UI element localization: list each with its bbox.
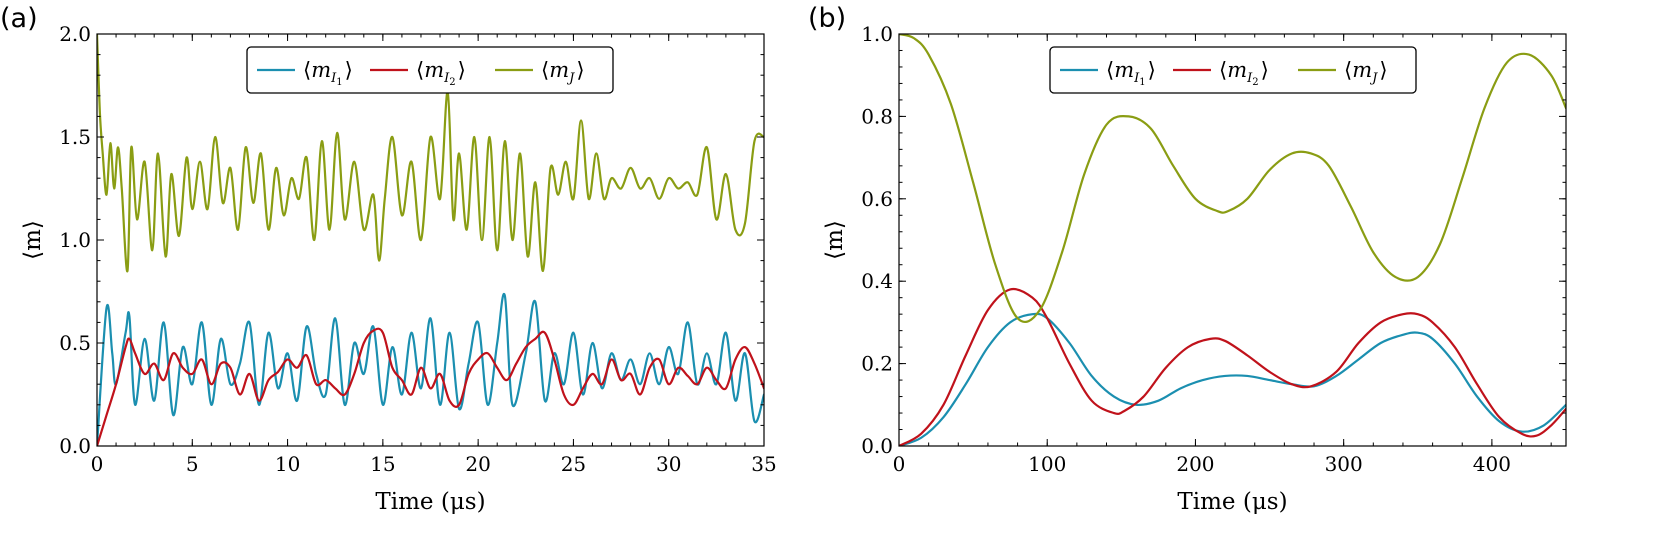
series-line-2 [97, 327, 764, 446]
x-tick-label: 400 [1473, 452, 1511, 476]
series-line-3 [97, 34, 764, 273]
legend-label-1: ⟨mI1⟩ [303, 58, 353, 88]
x-tick-label: 15 [370, 452, 395, 476]
y-axis-title: ⟨m⟩ [822, 220, 848, 260]
plot-frame [898, 33, 1567, 447]
legend: ⟨mI1⟩ ⟨mI2⟩ ⟨mJ⟩ [246, 46, 614, 94]
plot-frame [96, 33, 765, 447]
legend-box [1049, 46, 1417, 94]
y-tick-label: 0.0 [861, 434, 893, 458]
y-tick-label: 0.2 [861, 352, 893, 376]
panel-b: (b) 0 100 200 300 400 0.0 0.2 0.4 0.6 0.8 1.0 Time (… [808, 3, 1567, 515]
y-tick-label: 0.4 [861, 269, 893, 293]
x-tick-label: 300 [1325, 452, 1363, 476]
panel-label: (a) [0, 3, 38, 34]
y-tick-label: 1.0 [59, 228, 91, 252]
legend: ⟨mI1⟩ ⟨mI2⟩ ⟨mJ⟩ [1049, 46, 1417, 94]
legend-box [246, 46, 614, 94]
y-tick-label: 0.0 [59, 434, 91, 458]
x-tick-label: 20 [465, 452, 490, 476]
x-tick-label: 30 [656, 452, 681, 476]
series-line-2 [899, 287, 1566, 446]
y-axis-title: ⟨m⟩ [20, 220, 46, 260]
legend-label-1: ⟨mI1⟩ [1106, 58, 1156, 88]
legend-label-2: ⟨mI2⟩ [416, 58, 466, 88]
legend-label-3: ⟨mJ⟩ [1344, 58, 1388, 86]
y-tick-label: 0.5 [59, 331, 91, 355]
panel-a: (a) 0 5 10 15 20 25 30 35 0.0 0.5 1.0 1.5 2.0 Time (μs… [0, 3, 777, 515]
plot-area [899, 34, 1566, 446]
y-tick-label: 2.0 [59, 22, 91, 46]
x-axis-title: Time (μs) [375, 489, 485, 515]
x-tick-label: 200 [1176, 452, 1214, 476]
legend-label-2: ⟨mI2⟩ [1219, 58, 1269, 88]
plot-area [97, 34, 764, 446]
x-tick-label: 0 [893, 452, 906, 476]
y-tick-label: 0.8 [861, 104, 893, 128]
x-axis-title: Time (μs) [1177, 489, 1287, 515]
x-tick-label: 0 [91, 452, 104, 476]
panel-label: (b) [808, 3, 846, 34]
series-line-3 [899, 34, 1566, 323]
x-tick-label: 25 [561, 452, 586, 476]
x-tick-label: 100 [1028, 452, 1066, 476]
x-tick-label: 35 [751, 452, 776, 476]
series-line-1 [899, 312, 1566, 446]
legend-label-3: ⟨mJ⟩ [541, 58, 585, 86]
y-tick-label: 1.5 [59, 125, 91, 149]
y-tick-label: 0.6 [861, 187, 893, 211]
x-tick-label: 10 [275, 452, 300, 476]
x-tick-label: 5 [186, 452, 199, 476]
y-tick-label: 1.0 [861, 22, 893, 46]
